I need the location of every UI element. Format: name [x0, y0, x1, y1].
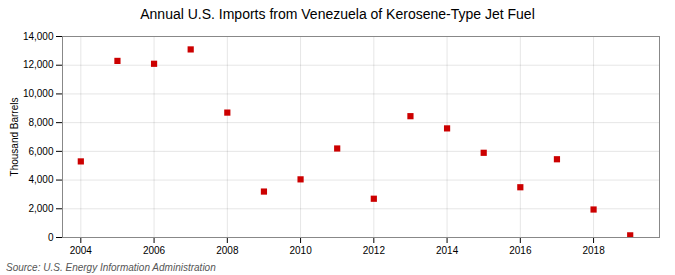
svg-text:8,000: 8,000: [28, 117, 53, 128]
svg-text:2018: 2018: [582, 245, 605, 256]
svg-text:2008: 2008: [216, 245, 239, 256]
svg-text:2012: 2012: [363, 245, 386, 256]
svg-text:10,000: 10,000: [23, 88, 54, 99]
svg-text:6,000: 6,000: [28, 146, 53, 157]
html-text:Annual U.S. Imports from Venez: Annual U.S. Imports from Venezuela of Ke…: [140, 6, 535, 22]
svg-text:2004: 2004: [70, 245, 93, 256]
svg-text:Thousand Barrels: Thousand Barrels: [9, 98, 20, 177]
svg-text:4,000: 4,000: [28, 174, 53, 185]
svg-text:0: 0: [48, 232, 54, 243]
svg-text:12,000: 12,000: [23, 59, 54, 70]
svg-text:2016: 2016: [509, 245, 532, 256]
svg-text:2010: 2010: [289, 245, 312, 256]
svg-text:2,000: 2,000: [28, 203, 53, 214]
html-text:Source: U.S. Energy Informatio: Source: U.S. Energy Information Administ…: [6, 262, 216, 273]
svg-text:2006: 2006: [143, 245, 166, 256]
svg-text:2014: 2014: [436, 245, 459, 256]
svg-text:14,000: 14,000: [23, 31, 54, 42]
